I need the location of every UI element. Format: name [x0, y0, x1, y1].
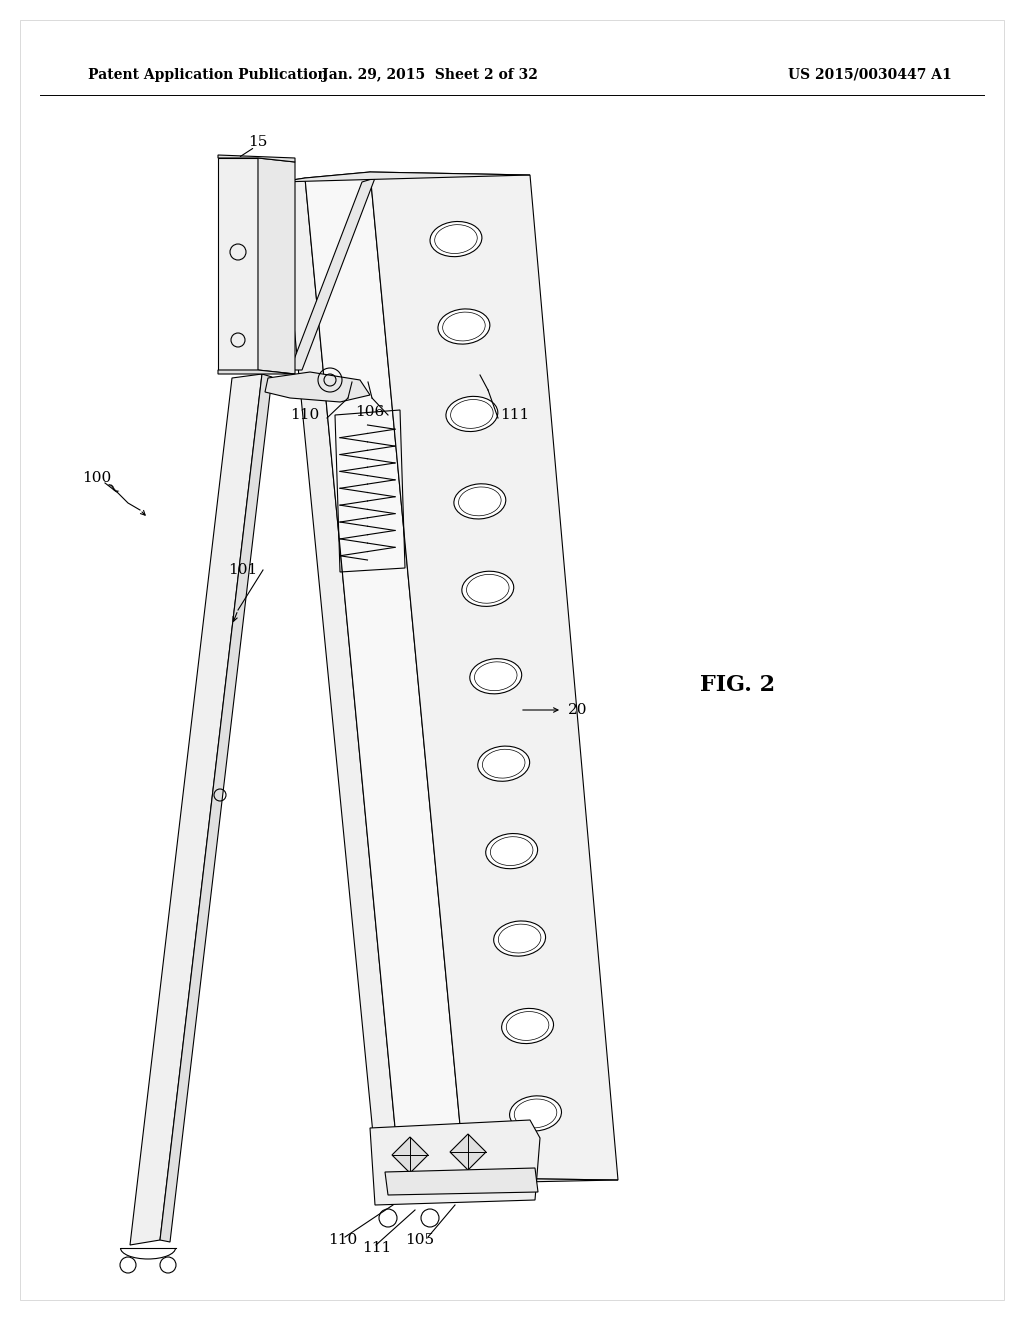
Polygon shape	[305, 172, 465, 1180]
Ellipse shape	[470, 659, 521, 694]
Polygon shape	[130, 374, 262, 1245]
Text: FIG. 2: FIG. 2	[700, 675, 775, 696]
Ellipse shape	[502, 1008, 554, 1044]
Text: 110: 110	[328, 1233, 357, 1247]
Text: 105: 105	[406, 1233, 434, 1247]
Ellipse shape	[430, 222, 482, 256]
Text: US 2015/0030447 A1: US 2015/0030447 A1	[788, 69, 952, 82]
Polygon shape	[218, 370, 295, 374]
Polygon shape	[218, 154, 295, 162]
Text: 100: 100	[82, 471, 112, 484]
Ellipse shape	[462, 572, 514, 606]
Ellipse shape	[445, 396, 498, 432]
Ellipse shape	[485, 833, 538, 869]
Text: 101: 101	[228, 564, 257, 577]
Polygon shape	[265, 372, 370, 403]
Text: ~: ~	[99, 478, 124, 503]
Polygon shape	[450, 1134, 486, 1170]
Text: 110: 110	[290, 408, 319, 422]
Text: 111: 111	[362, 1241, 391, 1255]
Text: Patent Application Publication: Patent Application Publication	[88, 69, 328, 82]
Polygon shape	[280, 172, 530, 182]
Polygon shape	[370, 1119, 540, 1205]
Polygon shape	[160, 374, 272, 1242]
Polygon shape	[392, 1137, 428, 1173]
Ellipse shape	[438, 309, 489, 345]
Polygon shape	[218, 158, 258, 370]
Polygon shape	[280, 178, 400, 1185]
Polygon shape	[385, 1168, 538, 1195]
Polygon shape	[258, 158, 295, 374]
Polygon shape	[370, 172, 618, 1180]
Ellipse shape	[454, 484, 506, 519]
Text: 20: 20	[568, 704, 588, 717]
Ellipse shape	[494, 921, 546, 956]
Text: Jan. 29, 2015  Sheet 2 of 32: Jan. 29, 2015 Sheet 2 of 32	[323, 69, 538, 82]
Polygon shape	[378, 1177, 618, 1185]
Polygon shape	[290, 178, 375, 370]
Text: 111: 111	[500, 408, 529, 422]
Text: 106: 106	[355, 405, 384, 418]
Ellipse shape	[478, 746, 529, 781]
Ellipse shape	[510, 1096, 561, 1131]
Text: 15: 15	[248, 135, 267, 149]
